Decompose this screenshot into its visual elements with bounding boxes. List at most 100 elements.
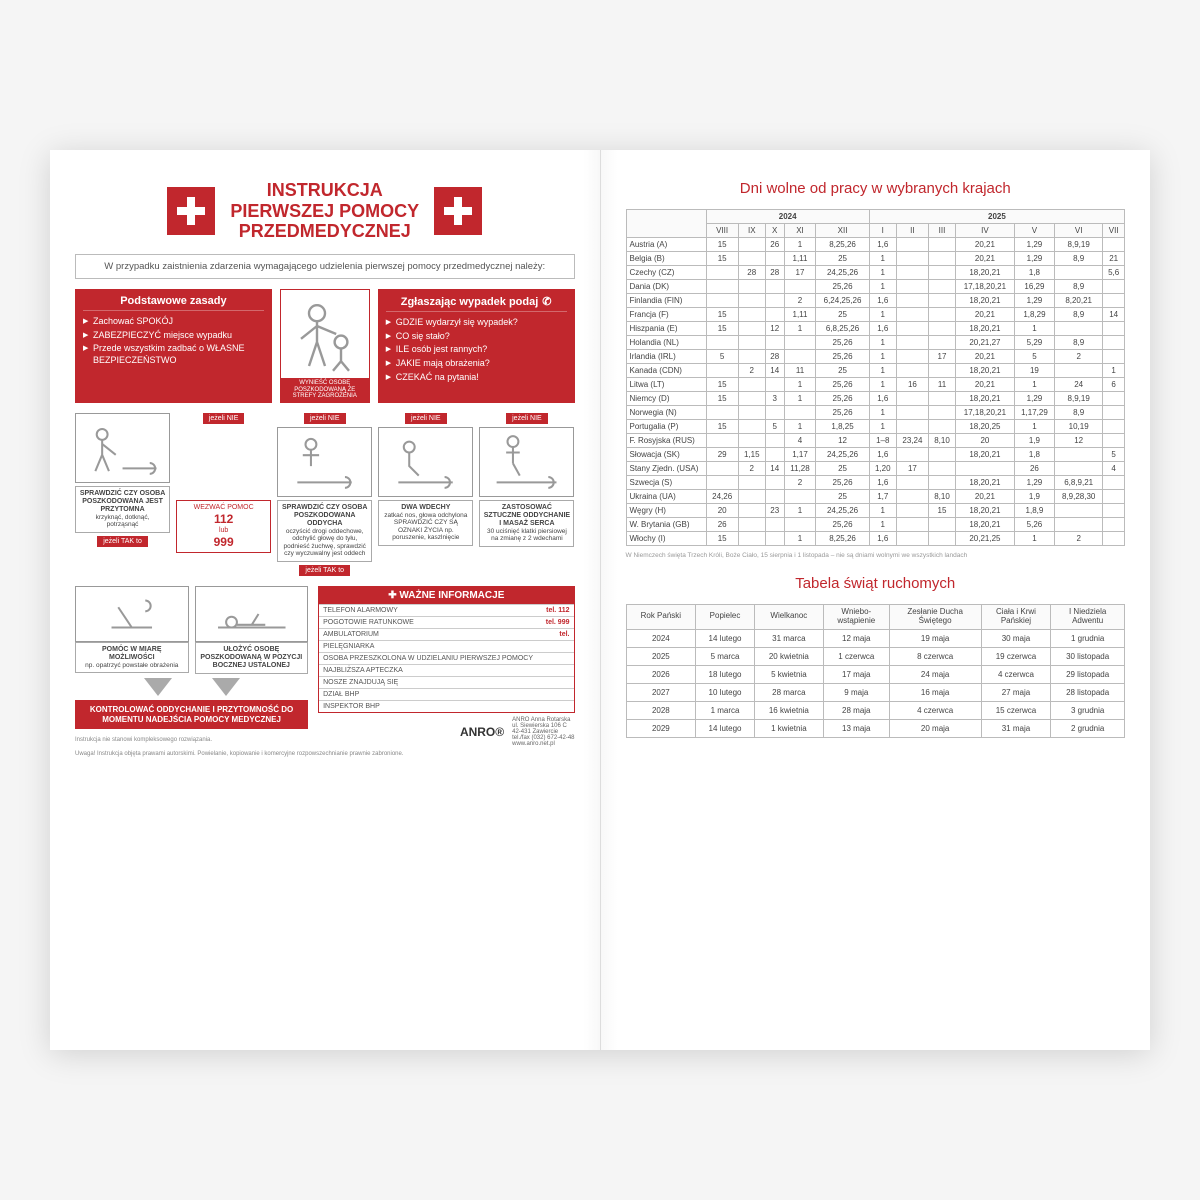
list-item: CO się stało? (386, 330, 567, 344)
arrow-down-icon (212, 678, 240, 696)
list-item: JAKIE mają obrażenia? (386, 357, 567, 371)
left-title: INSTRUKCJA PIERWSZEJ POMOCY PRZEDMEDYCZN… (230, 180, 419, 242)
list-item: ZABEZPIECZYĆ miejsce wypadku (83, 329, 264, 343)
table-row: Stany Zjedn. (USA)21411,28251,2017264 (626, 462, 1125, 476)
title-line-3: PRZEDMEDYCZNEJ (230, 221, 419, 242)
holidays-table: 20242025VIIIIXXXIXIIIIIIIIIVVVIVIIAustri… (626, 209, 1126, 546)
table-row: Hiszpania (E)151216,8,25,261,618,20,211 (626, 322, 1125, 336)
flow-text-2: SPRAWDZIĆ CZY OSOBA POSZKODOWANA ODDYCHA… (277, 500, 372, 562)
alarm-box: WEZWAĆ POMOC 112 lub 999 (176, 500, 271, 554)
report-list: GDZIE wydarzył się wypadek?CO się stało?… (386, 316, 567, 384)
table-row: Włochy (I)1518,25,261,620,21,2512 (626, 532, 1125, 546)
planner-spread: INSTRUKCJA PIERWSZEJ POMOCY PRZEDMEDYCZN… (50, 150, 1150, 1050)
bottom-left: POMÓC W MIARĘ MOŻLIWOŚCInp. opatrzyć pow… (75, 586, 308, 747)
title-line-1: INSTRUKCJA (230, 180, 419, 201)
table-row: 202710 lutego28 marca9 maja16 maja27 maj… (626, 683, 1125, 701)
intro-text: W przypadku zaistnienia zdarzenia wymaga… (75, 254, 575, 279)
table-row: Irlandia (IRL)52825,2611720,2152 (626, 350, 1125, 364)
holidays-title: Dni wolne od pracy w wybranych krajach (626, 180, 1126, 197)
table-row: OSOBA PRZESZKOLONA W UDZIELANIU PIERWSZE… (319, 652, 573, 664)
info-panel: ✚ WAŻNE INFORMACJE TELEFON ALARMOWYtel. … (318, 586, 574, 713)
table-row: W. Brytania (GB)2625,26118,20,215,26 (626, 518, 1125, 532)
arrow-down-icon (144, 678, 172, 696)
table-row: Ukraina (UA)24,26251,78,1020,211,98,9,28… (626, 490, 1125, 504)
anro-address: ANRO Anna Rotarska ul. Siewierska 106 C … (512, 717, 574, 747)
bottom-row: POMÓC W MIARĘ MOŻLIWOŚCInp. opatrzyć pow… (75, 586, 575, 747)
table-row: NOSZE ZNAJDUJĄ SIĘ (319, 676, 573, 688)
rules-header: Podstawowe zasady (83, 295, 264, 311)
left-header: INSTRUKCJA PIERWSZEJ POMOCY PRZEDMEDYCZN… (75, 180, 575, 242)
anro-logo: ANRO® (460, 725, 504, 739)
mid-caption: WYNIEŚĆ OSOBĘ POSZKODOWANĄ ZE STREFY ZAG… (281, 378, 369, 402)
table-row: Belgia (B)151,1125120,211,298,921 (626, 252, 1125, 266)
publisher-row: ANRO® ANRO Anna Rotarska ul. Siewierska … (318, 717, 574, 747)
bottom-right: ✚ WAŻNE INFORMACJE TELEFON ALARMOWYtel. … (318, 586, 574, 747)
table-row: INSPEKTOR BHP (319, 700, 573, 712)
list-item: CZEKAĆ na pytania! (386, 371, 567, 385)
footnote-2: Uwaga! Instrukcja objęta prawami autorsk… (75, 751, 575, 757)
phone-icon: ✆ (542, 295, 551, 308)
report-panel: Zgłaszając wypadek podaj ✆ GDZIE wydarzy… (378, 289, 575, 403)
left-page: INSTRUKCJA PIERWSZEJ POMOCY PRZEDMEDYCZN… (50, 150, 600, 1050)
title-line-2: PIERWSZEJ POMOCY (230, 201, 419, 222)
table-row: Litwa (LT)15125,261161120,211246 (626, 378, 1125, 392)
table-row: 202914 lutego1 kwietnia13 maja20 maja31 … (626, 719, 1125, 737)
flag-tak: jeżeli TAK to (97, 536, 148, 547)
flag-tak: jeżeli TAK to (299, 565, 350, 576)
table-row: Portugalia (P)15511,8,25118,20,25110,19 (626, 420, 1125, 434)
flow-text-1: SPRAWDZIĆ CZY OSOBA POSZKODOWANA JEST PR… (75, 486, 170, 533)
list-item: Przede wszystkim zadbać o WŁASNE BEZPIEC… (83, 342, 264, 367)
table-row: 202618 lutego5 kwietnia17 maja24 maja4 c… (626, 665, 1125, 683)
right-page: Dni wolne od pracy w wybranych krajach 2… (600, 150, 1151, 1050)
table-row: Kanada (CDN)2141125118,20,21191 (626, 364, 1125, 378)
flow-col-4: jeżeli NIE ZASTOSOWAĆ SZTUCZNE ODDYCHANI… (479, 413, 574, 576)
flow-text-3: DWA WDECHYzatkać nos, głowa odchylona SP… (378, 500, 473, 546)
table-row: F. Rosyjska (RUS)4121–823,248,10201,912 (626, 434, 1125, 448)
table-row: Czechy (CZ)28281724,25,26118,20,211,85,6 (626, 266, 1125, 280)
rules-panel: Podstawowe zasady Zachować SPOKÓJZABEZPI… (75, 289, 272, 403)
flag-nie: jeżeli NIE (405, 413, 447, 424)
info-header: ✚ WAŻNE INFORMACJE (319, 587, 573, 604)
list-item: GDZIE wydarzył się wypadek? (386, 316, 567, 330)
table-row: Francja (F)151,1125120,211,8,298,914 (626, 308, 1125, 322)
table-row: 20281 marca16 kwietnia28 maja4 czerwca15… (626, 701, 1125, 719)
flow-col-alarm: jeżeli NIE WEZWAĆ POMOC 112 lub 999 (176, 413, 271, 576)
holidays-note: W Niemczech święta Trzech Króli, Boże Ci… (626, 552, 1126, 559)
table-row: Finlandia (FIN)26,24,25,261,618,20,211,2… (626, 294, 1125, 308)
table-row: PIELĘGNIARKA (319, 640, 573, 652)
flag-nie: jeżeli NIE (304, 413, 346, 424)
report-header: Zgłaszając wypadek podaj ✆ (386, 295, 567, 312)
table-row: NAJBLIŻSZA APTECZKA (319, 664, 573, 676)
table-row: Norwegia (N)25,26117,18,20,211,17,298,9 (626, 406, 1125, 420)
medical-cross-icon (167, 187, 215, 235)
table-row: Szwecja (S)225,261,618,20,211,296,8,9,21 (626, 476, 1125, 490)
flow-row: SPRAWDZIĆ CZY OSOBA POSZKODOWANA JEST PR… (75, 413, 575, 576)
mid-illustration: WYNIEŚĆ OSOBĘ POSZKODOWANĄ ZE STREFY ZAG… (280, 289, 370, 403)
list-item: Zachować SPOKÓJ (83, 315, 264, 329)
flag-nie: jeżeli NIE (203, 413, 245, 424)
info-table: TELEFON ALARMOWYtel. 112POGOTOWIE RATUNK… (319, 604, 573, 712)
table-row: 202414 lutego31 marca12 maja19 maja30 ma… (626, 629, 1125, 647)
footnote-1: Instrukcja nie stanowi kompleksowego roz… (75, 737, 212, 743)
table-row: Węgry (H)2023124,25,2611518,20,211,8,9 (626, 504, 1125, 518)
control-bar: KONTROLOWAĆ ODDYCHANIE I PRZYTOMNOŚĆ DO … (75, 700, 308, 729)
table-row: 20255 marca20 kwietnia1 czerwca8 czerwca… (626, 647, 1125, 665)
table-row: Słowacja (SK)291,151,1724,25,261,618,20,… (626, 448, 1125, 462)
bottom-text-2: UŁOŻYĆ OSOBĘ POSZKODOWANĄ W POZYCJI BOCZ… (195, 642, 309, 674)
table-row: DZIAŁ BHP (319, 688, 573, 700)
list-item: ILE osób jest rannych? (386, 343, 567, 357)
table-row: AMBULATORIUMtel. (319, 628, 573, 640)
mid-row: Podstawowe zasady Zachować SPOKÓJZABEZPI… (75, 289, 575, 403)
table-row: Dania (DK)25,26117,18,20,2116,298,9 (626, 280, 1125, 294)
movable-title: Tabela świąt ruchomych (626, 575, 1126, 592)
table-row: POGOTOWIE RATUNKOWEtel. 999 (319, 616, 573, 628)
table-row: Austria (A)152618,25,261,620,211,298,9,1… (626, 238, 1125, 252)
flow-text-4: ZASTOSOWAĆ SZTUCZNE ODDYCHANIE I MASAŻ S… (479, 500, 574, 547)
table-row: Niemcy (D)153125,261,618,20,211,298,9,19 (626, 392, 1125, 406)
bottom-text-1: POMÓC W MIARĘ MOŻLIWOŚCInp. opatrzyć pow… (75, 642, 189, 674)
flow-col-2: jeżeli NIE SPRAWDZIĆ CZY OSOBA POSZKODOW… (277, 413, 372, 576)
flow-col-3: jeżeli NIE DWA WDECHYzatkać nos, głowa o… (378, 413, 473, 576)
flag-nie: jeżeli NIE (506, 413, 548, 424)
table-row: TELEFON ALARMOWYtel. 112 (319, 604, 573, 616)
medical-cross-icon (434, 187, 482, 235)
